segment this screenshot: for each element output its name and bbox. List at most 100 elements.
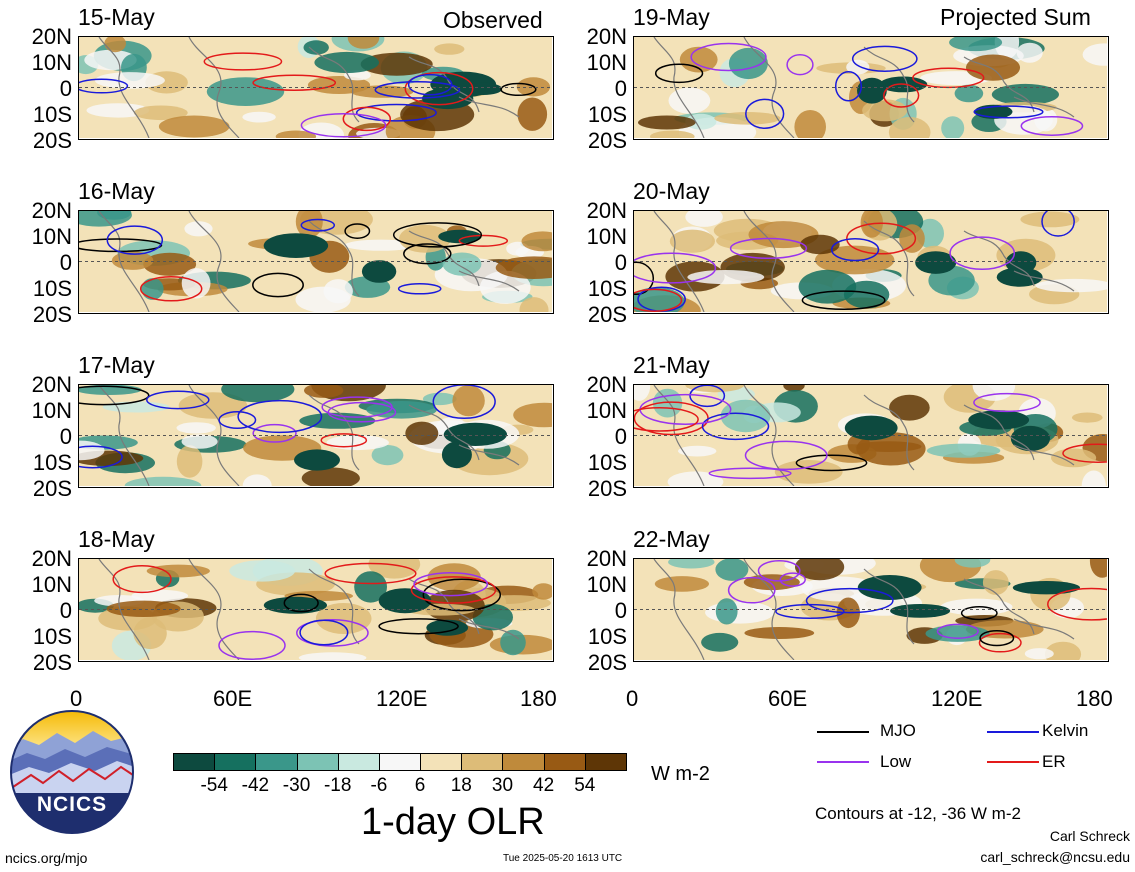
lat-label: 0 [59,424,72,449]
colorbar-swatch [214,753,257,771]
lat-label: 20N [31,198,72,223]
panel-date-label: 22-May [633,526,710,552]
panel-date-label: 17-May [78,352,155,378]
lat-label: 10N [586,398,627,423]
colorbar-tick-label: 30 [491,775,514,796]
lat-label: 20S [587,128,627,153]
panel-date-label: 21-May [633,352,710,378]
lat-label: 10N [31,50,72,75]
author-email: carl_schreck@ncsu.edu [980,849,1130,865]
observed-title: Observed [443,7,543,33]
lat-label: 0 [614,250,627,275]
lat-label: 20S [32,476,72,501]
colorbar-tick-label: 42 [533,775,555,796]
legend-label-mjo: MJO [880,721,916,740]
lat-label: 0 [614,424,627,449]
colorbar-swatch [584,753,627,771]
lon-label: 60E [768,686,808,711]
lat-label: 20N [31,546,72,571]
lat-label: 20N [586,198,627,223]
colorbar-swatch [461,753,504,771]
colorbar-swatch [502,753,545,771]
colorbar-swatch [255,753,298,771]
lat-label: 10S [587,276,627,301]
projected-title: Projected Sum [940,4,1091,30]
legend-label-kelvin: Kelvin [1042,721,1089,740]
lat-label: 20S [587,302,627,327]
colorbar-swatch [543,753,586,771]
legend-line-er [987,761,1039,763]
olr-map-panel [633,210,1109,314]
lat-label: 20N [586,24,627,49]
lon-label: 120E [931,686,983,711]
legend-line-mjo [817,731,869,733]
lat-label: 0 [614,76,627,101]
lat-label: 10N [31,224,72,249]
colorbar-tick-label: 18 [450,775,472,796]
lat-label: 10S [587,102,627,127]
olr-map-panel [633,558,1109,662]
lat-label: 10S [32,102,72,127]
legend-label-er: ER [1042,752,1066,771]
colorbar-title: 1-day OLR [361,801,545,843]
colorbar-tick-label: -30 [282,775,311,796]
colorbar-tick-label: -42 [241,775,270,796]
lat-label: 20S [32,302,72,327]
colorbar-tick-label: 54 [574,775,596,796]
lon-label: 120E [376,686,428,711]
colorbar-units: W m-2 [651,763,710,785]
panel-date-label: 19-May [633,4,710,30]
olr-map-panel [633,384,1109,488]
lat-label: 10N [586,572,627,597]
lat-label: 20S [32,650,72,675]
colorbar-swatch [420,753,463,771]
colorbar-swatch [378,753,422,771]
lat-label: 10N [31,572,72,597]
legend-line-low [817,761,869,763]
lat-label: 20S [587,650,627,675]
lat-label: 10S [32,624,72,649]
lon-label: 180 [520,686,557,711]
lat-label: 20S [32,128,72,153]
issue-timestamp: Tue 2025-05-20 1613 UTC [503,853,623,864]
lat-label: 0 [614,598,627,623]
lon-label: 0 [70,686,83,711]
olr-map-panel [78,210,554,314]
author-name: Carl Schreck [1049,828,1130,844]
panel-date-label: 20-May [633,178,710,204]
lat-label: 20N [586,372,627,397]
colorbar-tick-label: -54 [200,775,228,796]
lat-label: 10N [31,398,72,423]
lat-label: 20N [31,372,72,397]
lon-label: 180 [1076,686,1113,711]
lat-label: 10N [586,50,627,75]
lat-label: 10S [587,624,627,649]
colorbar-tick-label: -18 [323,775,352,796]
lat-label: 20S [587,476,627,501]
colorbar-swatch [173,753,216,771]
lon-label: 60E [213,686,253,711]
olr-map-panel [78,36,554,140]
panel-date-label: 15-May [78,4,155,30]
colorbar-tick-label: -6 [370,775,388,796]
panel-date-label: 16-May [78,178,155,204]
lat-label: 0 [59,250,72,275]
olr-map-panel [633,36,1109,140]
olr-map-panel [78,384,554,488]
lat-label: 20N [586,546,627,571]
colorbar-swatch [337,753,380,771]
lon-label: 0 [626,686,639,711]
source-url: ncics.org/mjo [5,850,88,866]
olr-map-panel [78,558,554,662]
ncics-logo: NCICS [9,709,135,835]
panel-date-label: 18-May [78,526,155,552]
legend-line-kelvin [987,731,1039,733]
lat-label: 10S [587,450,627,475]
contours-note: Contours at -12, -36 W m-2 [815,804,1021,823]
lat-label: 10S [32,450,72,475]
lat-label: 10N [586,224,627,249]
lat-label: 0 [59,598,72,623]
lat-label: 10S [32,276,72,301]
colorbar-tick-label: 6 [414,775,426,796]
ncics-logo-text: NCICS [36,793,108,816]
